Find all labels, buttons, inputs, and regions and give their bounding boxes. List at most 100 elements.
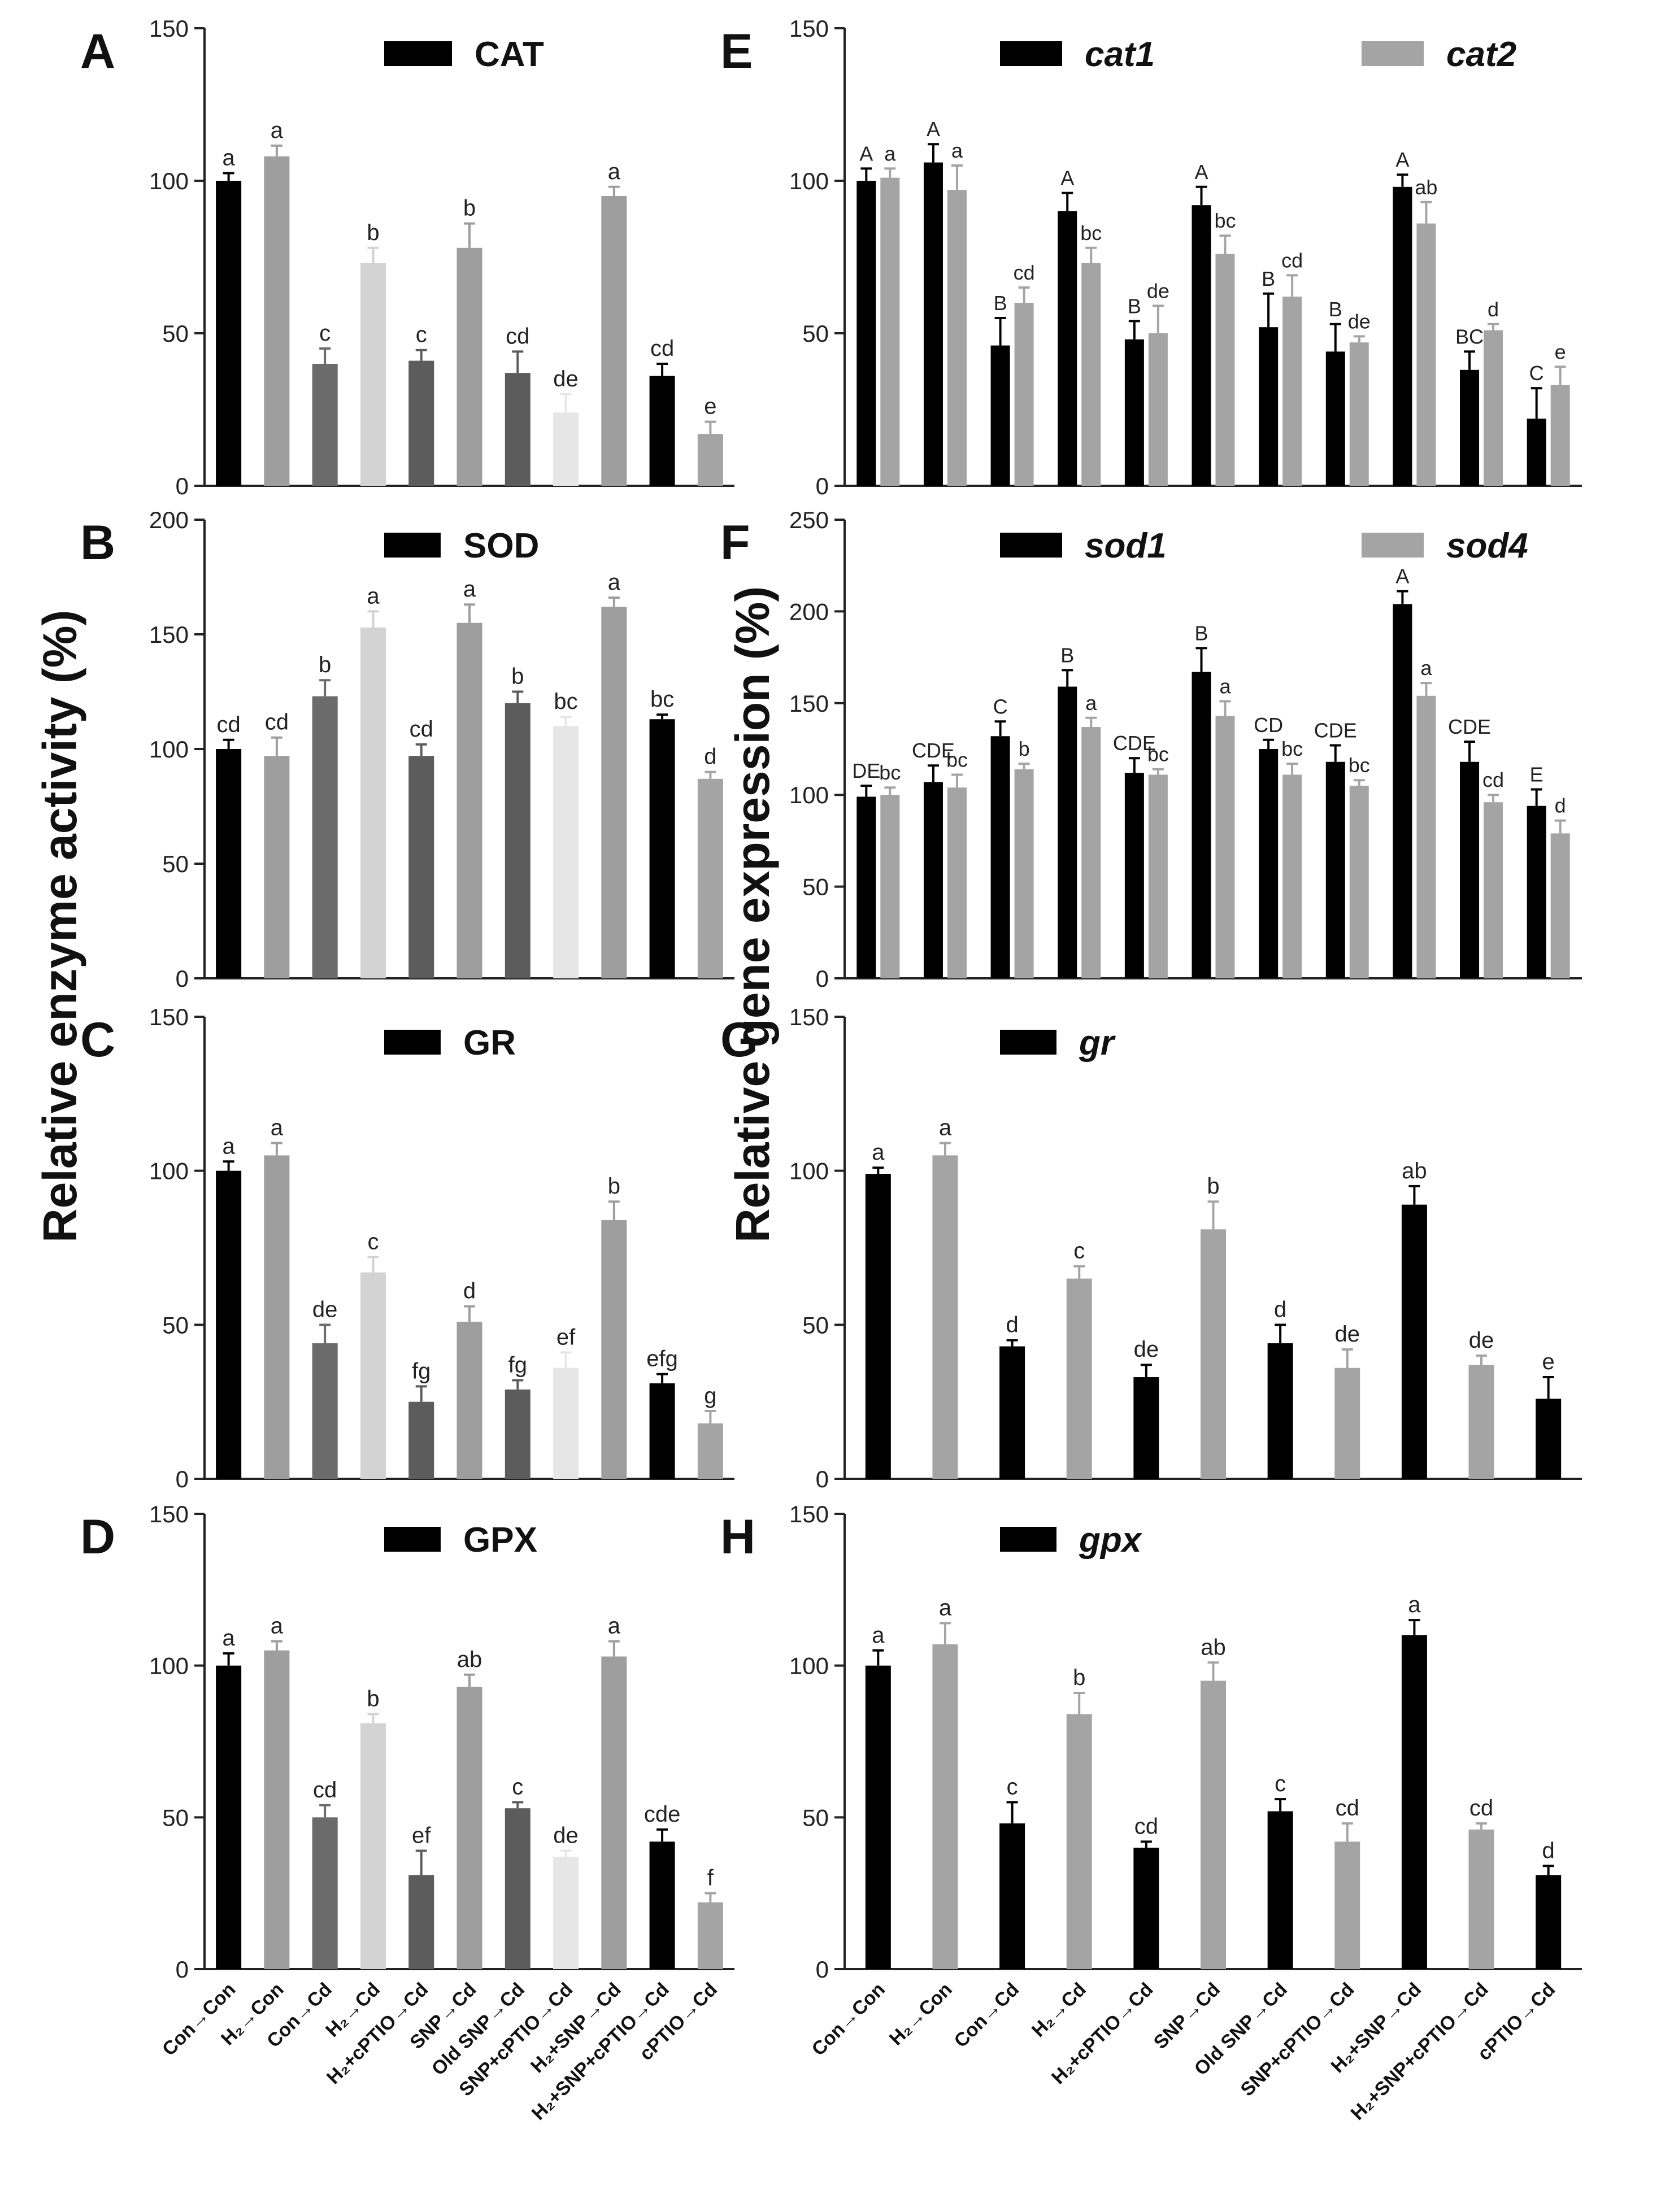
bar bbox=[408, 1401, 434, 1479]
bar bbox=[1215, 254, 1235, 486]
legend-swatch bbox=[1000, 41, 1062, 66]
bar bbox=[1325, 761, 1345, 978]
bar bbox=[360, 1272, 386, 1479]
significance-letter: cd bbox=[1336, 1796, 1359, 1821]
bar bbox=[1325, 351, 1345, 486]
bar bbox=[1527, 805, 1546, 978]
bar bbox=[990, 345, 1010, 486]
bar bbox=[1014, 303, 1034, 486]
significance-letter: b bbox=[1019, 737, 1030, 760]
significance-letter: bc bbox=[1281, 737, 1303, 760]
panel-label: A bbox=[80, 24, 115, 79]
bar bbox=[216, 749, 242, 978]
significance-letter: B bbox=[1060, 643, 1074, 667]
y-tick-label: 0 bbox=[176, 473, 189, 499]
panel-c: C 0 50 100 150 GR a a de c fg d fg ef b efg g bbox=[80, 1004, 734, 1492]
significance-letter: c bbox=[512, 1774, 523, 1799]
significance-letter: bc bbox=[1080, 221, 1102, 245]
significance-letter: de bbox=[553, 367, 579, 391]
significance-letter: a bbox=[463, 577, 476, 602]
y-tick-label: 100 bbox=[789, 782, 829, 808]
significance-letter: a bbox=[1408, 1592, 1421, 1617]
bar bbox=[553, 1368, 579, 1479]
bar bbox=[1393, 186, 1412, 486]
bar bbox=[1536, 1875, 1562, 1969]
significance-letter: de bbox=[1348, 310, 1371, 333]
bar bbox=[1192, 672, 1211, 978]
significance-letter: CDE bbox=[1113, 731, 1156, 755]
legend-label: sod4 bbox=[1446, 526, 1528, 565]
significance-letter: c bbox=[1073, 1239, 1085, 1264]
bar bbox=[1192, 205, 1211, 486]
bar bbox=[1124, 773, 1144, 978]
y-tick-label: 150 bbox=[789, 1501, 829, 1527]
legend-swatch bbox=[1362, 41, 1424, 66]
y-tick-label: 50 bbox=[802, 1312, 829, 1338]
significance-letter: B bbox=[1128, 294, 1141, 317]
y-tick-label: 200 bbox=[789, 598, 829, 625]
y-tick-label: 100 bbox=[789, 1653, 829, 1679]
significance-letter: a bbox=[872, 1623, 885, 1648]
bar bbox=[601, 1656, 627, 1969]
legend-label: cat2 bbox=[1446, 35, 1516, 74]
panel-g: G 0 50 100 150 gr a a d c de b d de ab de e bbox=[720, 1004, 1582, 1492]
panel-label: E bbox=[720, 24, 753, 79]
significance-letter: a bbox=[271, 1614, 284, 1639]
bar bbox=[856, 796, 876, 978]
bar bbox=[923, 782, 943, 978]
significance-letter: ab bbox=[1402, 1159, 1427, 1183]
bar bbox=[553, 412, 579, 486]
bar bbox=[649, 1383, 675, 1479]
y-tick-label: 100 bbox=[149, 168, 189, 194]
bar bbox=[880, 795, 900, 978]
bar bbox=[697, 434, 723, 486]
bar bbox=[1349, 785, 1369, 978]
bar bbox=[601, 607, 627, 978]
y-tick-label: 150 bbox=[149, 15, 189, 42]
significance-letter: cde bbox=[644, 1802, 681, 1827]
significance-letter: d bbox=[704, 744, 716, 769]
panel-h: H 0 50 100 150 gpx a a c b cd ab c cd a cd d Con→ConH₂→Co… bbox=[720, 1501, 1582, 2124]
bar bbox=[697, 778, 723, 978]
legend-label: gpx bbox=[1079, 1521, 1143, 1560]
legend-label: GPX bbox=[463, 1521, 537, 1560]
panel-label: D bbox=[80, 1510, 115, 1564]
bar bbox=[865, 1665, 891, 1969]
y-tick-label: 0 bbox=[816, 965, 829, 992]
y-tick-label: 50 bbox=[162, 320, 189, 347]
bar bbox=[880, 177, 900, 486]
bar bbox=[312, 1817, 338, 1969]
significance-letter: a bbox=[1420, 656, 1432, 680]
bar bbox=[1550, 385, 1570, 486]
bar bbox=[264, 756, 290, 978]
significance-letter: bc bbox=[554, 689, 577, 714]
significance-letter: c bbox=[1275, 1771, 1286, 1796]
bar bbox=[1349, 342, 1369, 486]
bar bbox=[1416, 695, 1436, 978]
significance-letter: A bbox=[859, 142, 873, 165]
significance-letter: a bbox=[939, 1595, 952, 1620]
significance-letter: a bbox=[223, 146, 236, 171]
bar bbox=[505, 703, 531, 978]
y-tick-label: 150 bbox=[149, 1004, 189, 1030]
significance-letter: f bbox=[707, 1866, 714, 1891]
significance-letter: C bbox=[993, 695, 1008, 718]
significance-letter: bc bbox=[650, 687, 674, 712]
bar bbox=[1401, 1204, 1427, 1479]
bar bbox=[1267, 1343, 1293, 1479]
significance-letter: d bbox=[1006, 1313, 1018, 1338]
legend-label: gr bbox=[1079, 1024, 1116, 1063]
bar bbox=[360, 1723, 386, 1969]
bar bbox=[1460, 761, 1480, 978]
x-tick-label: Con→Con bbox=[808, 1979, 889, 2060]
bar bbox=[923, 162, 943, 486]
legend-swatch bbox=[384, 1527, 441, 1552]
significance-letter: b bbox=[463, 196, 476, 221]
bar bbox=[1081, 263, 1101, 486]
bar bbox=[360, 627, 386, 978]
bar bbox=[553, 726, 579, 978]
panel-f: F 0 50 100 150 200 250 sod1 sod4 DE CDE C B CDE B CD CDE… bbox=[720, 507, 1582, 992]
significance-letter: e bbox=[1542, 1349, 1555, 1374]
bar bbox=[1282, 297, 1302, 486]
